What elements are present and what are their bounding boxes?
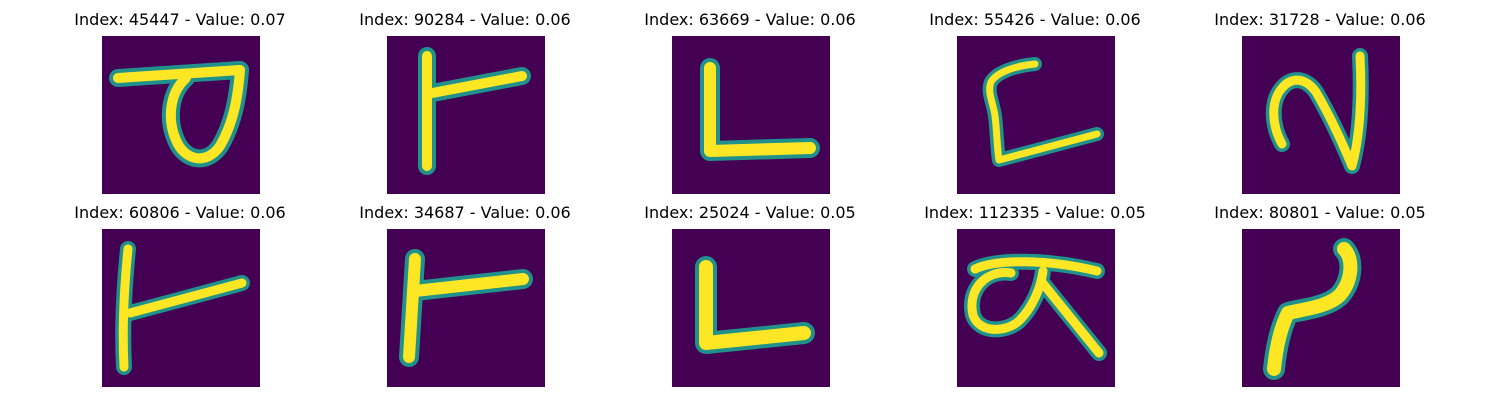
panel-image: [672, 229, 830, 387]
handwritten-glyph: [109, 61, 249, 168]
handwritten-glyph: [700, 58, 820, 161]
handwritten-glyph: [1263, 238, 1362, 380]
panel: Index: 25024 - Value: 0.05: [600, 203, 900, 393]
panel-title: Index: 34687 - Value: 0.06: [359, 203, 571, 222]
panel: Index: 112335 - Value: 0.05: [885, 203, 1185, 393]
panel: Index: 31728 - Value: 0.06: [1170, 10, 1470, 200]
panel: Index: 34687 - Value: 0.06: [315, 203, 615, 393]
panel: Index: 45447 - Value: 0.07: [30, 10, 330, 200]
handwritten-glyph: [418, 47, 531, 175]
panel: Index: 60806 - Value: 0.06: [30, 203, 330, 393]
panel-title: Index: 55426 - Value: 0.06: [929, 10, 1141, 29]
panel-title: Index: 63669 - Value: 0.06: [644, 10, 856, 29]
panel-image: [102, 36, 260, 194]
panel: Index: 63669 - Value: 0.06: [600, 10, 900, 200]
panel-image: [957, 229, 1115, 387]
panel-title: Index: 45447 - Value: 0.07: [74, 10, 286, 29]
panel-title: Index: 31728 - Value: 0.06: [1214, 10, 1426, 29]
handwritten-glyph: [963, 253, 1107, 361]
panel-title: Index: 90284 - Value: 0.06: [359, 10, 571, 29]
panel-image: [957, 36, 1115, 194]
panel: Index: 90284 - Value: 0.06: [315, 10, 615, 200]
handwritten-glyph: [695, 256, 815, 354]
handwritten-glyph: [982, 57, 1104, 167]
panel-title: Index: 112335 - Value: 0.05: [924, 203, 1146, 222]
handwritten-glyph: [115, 241, 250, 375]
panel: Index: 80801 - Value: 0.05: [1170, 203, 1470, 393]
handwritten-glyph: [399, 249, 533, 367]
panel-image: [1242, 229, 1400, 387]
panel: Index: 55426 - Value: 0.06: [885, 10, 1185, 200]
panel-image: [102, 229, 260, 387]
panel-image: [672, 36, 830, 194]
panel-image: [387, 36, 545, 194]
panel-image: [387, 229, 545, 387]
panel-image: [1242, 36, 1400, 194]
panel-title: Index: 60806 - Value: 0.06: [74, 203, 286, 222]
panel-title: Index: 80801 - Value: 0.05: [1214, 203, 1426, 222]
panel-title: Index: 25024 - Value: 0.05: [644, 203, 856, 222]
handwritten-glyph: [1265, 48, 1369, 174]
